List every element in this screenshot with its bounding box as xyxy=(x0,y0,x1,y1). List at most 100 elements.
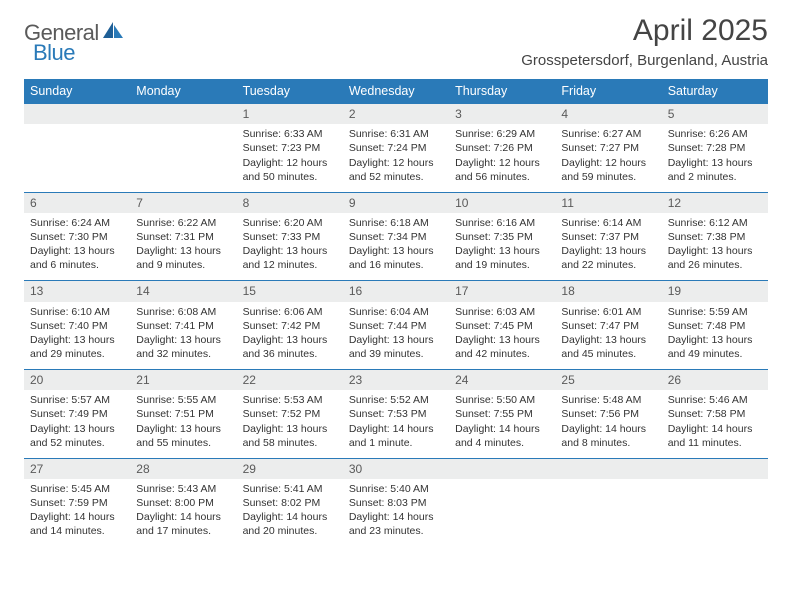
daylight-text-line2: and 19 minutes. xyxy=(455,258,549,272)
sunset-text: Sunset: 7:37 PM xyxy=(561,230,655,244)
daylight-text-line1: Daylight: 14 hours xyxy=(455,422,549,436)
daylight-text-line1: Daylight: 12 hours xyxy=(455,156,549,170)
daylight-text-line2: and 55 minutes. xyxy=(136,436,230,450)
daylight-text-line1: Daylight: 14 hours xyxy=(243,510,337,524)
day-cell xyxy=(449,479,555,547)
day-cell: Sunrise: 5:59 AMSunset: 7:48 PMDaylight:… xyxy=(662,302,768,370)
weekday-header: Thursday xyxy=(449,79,555,104)
daylight-text-line2: and 45 minutes. xyxy=(561,347,655,361)
day-cell: Sunrise: 5:57 AMSunset: 7:49 PMDaylight:… xyxy=(24,390,130,458)
logo: General Blue xyxy=(24,14,125,46)
daylight-text-line2: and 52 minutes. xyxy=(349,170,443,184)
day-number: 29 xyxy=(237,458,343,479)
sunset-text: Sunset: 7:58 PM xyxy=(668,407,762,421)
sunrise-text: Sunrise: 6:04 AM xyxy=(349,305,443,319)
sunrise-text: Sunrise: 6:33 AM xyxy=(243,127,337,141)
day-cell: Sunrise: 5:52 AMSunset: 7:53 PMDaylight:… xyxy=(343,390,449,458)
daylight-text-line1: Daylight: 14 hours xyxy=(349,422,443,436)
daylight-text-line2: and 22 minutes. xyxy=(561,258,655,272)
sunrise-text: Sunrise: 6:29 AM xyxy=(455,127,549,141)
day-number: 20 xyxy=(24,370,130,391)
daylight-text-line2: and 36 minutes. xyxy=(243,347,337,361)
daynum-row: 20212223242526 xyxy=(24,370,768,391)
daylight-text-line1: Daylight: 13 hours xyxy=(455,333,549,347)
daylight-text-line1: Daylight: 13 hours xyxy=(349,244,443,258)
day-cell: Sunrise: 6:14 AMSunset: 7:37 PMDaylight:… xyxy=(555,213,661,281)
sunset-text: Sunset: 7:31 PM xyxy=(136,230,230,244)
sunset-text: Sunset: 8:02 PM xyxy=(243,496,337,510)
daylight-text-line1: Daylight: 12 hours xyxy=(561,156,655,170)
sunrise-text: Sunrise: 6:12 AM xyxy=(668,216,762,230)
sunrise-text: Sunrise: 5:52 AM xyxy=(349,393,443,407)
logo-word2: Blue xyxy=(33,40,75,65)
daylight-text-line2: and 6 minutes. xyxy=(30,258,124,272)
day-cell: Sunrise: 6:12 AMSunset: 7:38 PMDaylight:… xyxy=(662,213,768,281)
daylight-text-line2: and 12 minutes. xyxy=(243,258,337,272)
sunrise-text: Sunrise: 6:10 AM xyxy=(30,305,124,319)
day-cell: Sunrise: 6:16 AMSunset: 7:35 PMDaylight:… xyxy=(449,213,555,281)
day-cell: Sunrise: 6:06 AMSunset: 7:42 PMDaylight:… xyxy=(237,302,343,370)
day-number: 7 xyxy=(130,192,236,213)
daylight-text-line1: Daylight: 12 hours xyxy=(243,156,337,170)
day-cell: Sunrise: 6:01 AMSunset: 7:47 PMDaylight:… xyxy=(555,302,661,370)
daylight-text-line2: and 50 minutes. xyxy=(243,170,337,184)
daylight-text-line2: and 1 minute. xyxy=(349,436,443,450)
weekday-header: Friday xyxy=(555,79,661,104)
daylight-text-line1: Daylight: 13 hours xyxy=(668,333,762,347)
day-cell: Sunrise: 6:04 AMSunset: 7:44 PMDaylight:… xyxy=(343,302,449,370)
day-number: 15 xyxy=(237,281,343,302)
daylight-text-line1: Daylight: 13 hours xyxy=(136,333,230,347)
sunset-text: Sunset: 7:48 PM xyxy=(668,319,762,333)
daylight-text-line1: Daylight: 13 hours xyxy=(243,244,337,258)
weekday-header-row: Sunday Monday Tuesday Wednesday Thursday… xyxy=(24,79,768,104)
sunrise-text: Sunrise: 6:14 AM xyxy=(561,216,655,230)
day-cell: Sunrise: 6:29 AMSunset: 7:26 PMDaylight:… xyxy=(449,124,555,192)
daylight-text-line2: and 52 minutes. xyxy=(30,436,124,450)
day-number: 10 xyxy=(449,192,555,213)
daylight-text-line2: and 39 minutes. xyxy=(349,347,443,361)
day-number: 23 xyxy=(343,370,449,391)
daynum-row: 6789101112 xyxy=(24,192,768,213)
day-cell: Sunrise: 6:26 AMSunset: 7:28 PMDaylight:… xyxy=(662,124,768,192)
daylight-text-line1: Daylight: 14 hours xyxy=(349,510,443,524)
daylight-text-line2: and 11 minutes. xyxy=(668,436,762,450)
sunrise-text: Sunrise: 6:01 AM xyxy=(561,305,655,319)
sunset-text: Sunset: 7:30 PM xyxy=(30,230,124,244)
day-number: 26 xyxy=(662,370,768,391)
weekday-header: Saturday xyxy=(662,79,768,104)
day-cell: Sunrise: 6:08 AMSunset: 7:41 PMDaylight:… xyxy=(130,302,236,370)
sunrise-text: Sunrise: 6:16 AM xyxy=(455,216,549,230)
daylight-text-line2: and 8 minutes. xyxy=(561,436,655,450)
sunrise-text: Sunrise: 5:59 AM xyxy=(668,305,762,319)
day-number: 17 xyxy=(449,281,555,302)
daylight-text-line1: Daylight: 13 hours xyxy=(668,244,762,258)
sunrise-text: Sunrise: 5:41 AM xyxy=(243,482,337,496)
day-cell: Sunrise: 5:43 AMSunset: 8:00 PMDaylight:… xyxy=(130,479,236,547)
day-number: 5 xyxy=(662,104,768,125)
sunset-text: Sunset: 7:26 PM xyxy=(455,141,549,155)
day-number: 25 xyxy=(555,370,661,391)
day-content-row: Sunrise: 5:57 AMSunset: 7:49 PMDaylight:… xyxy=(24,390,768,458)
sunset-text: Sunset: 8:03 PM xyxy=(349,496,443,510)
day-number xyxy=(130,104,236,125)
daylight-text-line1: Daylight: 13 hours xyxy=(349,333,443,347)
weekday-header: Wednesday xyxy=(343,79,449,104)
sunrise-text: Sunrise: 5:57 AM xyxy=(30,393,124,407)
sunrise-text: Sunrise: 6:20 AM xyxy=(243,216,337,230)
day-cell: Sunrise: 6:22 AMSunset: 7:31 PMDaylight:… xyxy=(130,213,236,281)
daylight-text-line2: and 59 minutes. xyxy=(561,170,655,184)
day-cell: Sunrise: 6:31 AMSunset: 7:24 PMDaylight:… xyxy=(343,124,449,192)
day-number: 2 xyxy=(343,104,449,125)
daylight-text-line1: Daylight: 13 hours xyxy=(455,244,549,258)
sunset-text: Sunset: 7:52 PM xyxy=(243,407,337,421)
day-cell: Sunrise: 6:27 AMSunset: 7:27 PMDaylight:… xyxy=(555,124,661,192)
day-cell: Sunrise: 6:18 AMSunset: 7:34 PMDaylight:… xyxy=(343,213,449,281)
daylight-text-line1: Daylight: 12 hours xyxy=(349,156,443,170)
day-number: 8 xyxy=(237,192,343,213)
daylight-text-line2: and 49 minutes. xyxy=(668,347,762,361)
day-number xyxy=(662,458,768,479)
day-number: 27 xyxy=(24,458,130,479)
sunrise-text: Sunrise: 6:31 AM xyxy=(349,127,443,141)
sunset-text: Sunset: 7:53 PM xyxy=(349,407,443,421)
day-number: 18 xyxy=(555,281,661,302)
